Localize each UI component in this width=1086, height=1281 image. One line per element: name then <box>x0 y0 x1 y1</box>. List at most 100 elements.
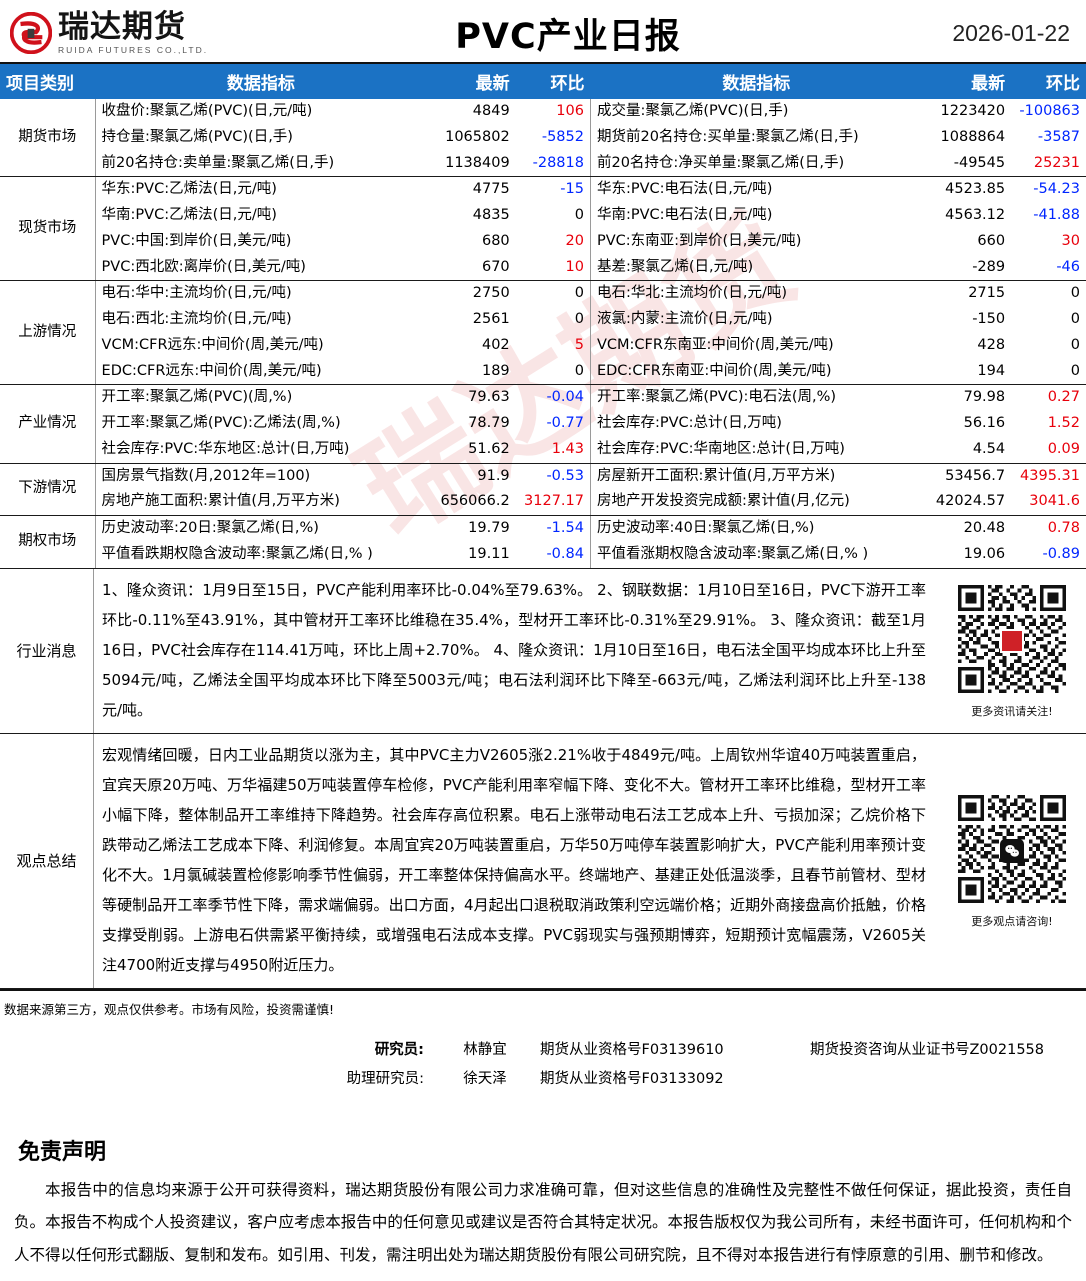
latest-value-left: 2750 <box>427 281 516 307</box>
indicator-name-right: 社会库存:PVC:华南地区:总计(日,万吨) <box>590 437 922 463</box>
assistant-researcher-row: 助理研究员: 徐天泽 期货从业资格号F03133092 <box>0 1065 1086 1094</box>
change-value-right: 0.27 <box>1011 385 1086 411</box>
researcher-cert-qualification: 期货从业资格号F03139610 <box>540 1036 810 1065</box>
pvc-data-table: 项目类别 数据指标 最新 环比 数据指标 最新 环比 期货市场收盘价:聚氯乙烯(… <box>0 62 1086 569</box>
change-value-right: 0 <box>1011 333 1086 359</box>
latest-value-right: 4563.12 <box>922 203 1011 229</box>
latest-value-right: 660 <box>922 229 1011 255</box>
indicator-name-right: 开工率:聚氯乙烯(PVC):电石法(周,%) <box>590 385 922 411</box>
row-category: 产业情况 <box>0 385 95 463</box>
latest-value-left: 4849 <box>427 99 516 125</box>
row-category: 上游情况 <box>0 281 95 385</box>
latest-value-left: 1065802 <box>427 125 516 151</box>
logo-company-name: 瑞达期货 <box>58 12 208 43</box>
change-value-left: -5852 <box>516 125 591 151</box>
indicator-name-right: PVC:东南亚:到岸价(日,美元/吨) <box>590 229 922 255</box>
qr-code-icon[interactable] <box>958 585 1066 698</box>
latest-value-right: 2715 <box>922 281 1011 307</box>
latest-value-left: 79.63 <box>427 385 516 411</box>
latest-value-right: -150 <box>922 307 1011 333</box>
indicator-name-left: 华东:PVC:乙烯法(日,元/吨) <box>95 177 427 203</box>
disclaimer-body: 本报告中的信息均来源于公开可获得资料，瑞达期货股份有限公司力求准确可靠，但对这些… <box>0 1174 1086 1281</box>
change-value-left: -0.04 <box>516 385 591 411</box>
change-value-right: 1.52 <box>1011 411 1086 437</box>
wechat-logo-badge <box>1000 839 1024 863</box>
change-value-left: -0.77 <box>516 411 591 437</box>
ruida-logo-icon <box>10 12 52 54</box>
indicator-name-right: 社会库存:PVC:总计(日,万吨) <box>590 411 922 437</box>
change-value-left: -28818 <box>516 151 591 177</box>
researcher-role: 研究员: <box>0 1036 430 1065</box>
row-category: 现货市场 <box>0 177 95 281</box>
change-value-left: 0 <box>516 203 591 229</box>
summary-qr-caption: 更多观点请咨询! <box>971 913 1052 929</box>
change-value-right: -54.23 <box>1011 177 1086 203</box>
indicator-name-right: 平值看涨期权隐含波动率:聚氯乙烯(日,% ) <box>590 542 922 568</box>
summary-qr-column: 更多观点请咨询! <box>938 734 1086 988</box>
latest-value-left: 680 <box>427 229 516 255</box>
latest-value-right: 1088864 <box>922 125 1011 151</box>
latest-value-left: 91.9 <box>427 463 516 489</box>
wechat-qr-code-icon[interactable] <box>958 795 1066 908</box>
indicator-name-right: 历史波动率:40日:聚氯乙烯(日,%) <box>590 516 922 542</box>
latest-value-right: 42024.57 <box>922 489 1011 515</box>
assistant-researcher-name: 徐天泽 <box>430 1065 540 1094</box>
latest-value-left: 78.79 <box>427 411 516 437</box>
column-header-category: 项目类别 <box>0 63 95 99</box>
latest-value-right: 19.06 <box>922 542 1011 568</box>
row-category: 下游情况 <box>0 463 95 516</box>
latest-value-left: 402 <box>427 333 516 359</box>
row-category: 期货市场 <box>0 99 95 177</box>
change-value-right: -0.89 <box>1011 542 1086 568</box>
indicator-name-left: 前20名持仓:卖单量:聚氯乙烯(日,手) <box>95 151 427 177</box>
latest-value-right: 428 <box>922 333 1011 359</box>
latest-value-right: 79.98 <box>922 385 1011 411</box>
indicator-name-left: 社会库存:PVC:华东地区:总计(日,万吨) <box>95 437 427 463</box>
change-value-left: 3127.17 <box>516 489 591 515</box>
change-value-right: 30 <box>1011 229 1086 255</box>
viewpoint-summary-label: 观点总结 <box>0 734 94 988</box>
column-header-latest-right: 最新 <box>922 63 1011 99</box>
indicator-name-left: 国房景气指数(月,2012年=100) <box>95 463 427 489</box>
indicator-name-right: 基差:聚氯乙烯(日,元/吨) <box>590 255 922 281</box>
indicator-name-left: 持仓量:聚氯乙烯(PVC)(日,手) <box>95 125 427 151</box>
column-header-change-right: 环比 <box>1011 63 1086 99</box>
change-value-right: 0 <box>1011 307 1086 333</box>
logo-company-name-en: RUIDA FUTURES CO.,LTD. <box>58 46 208 55</box>
indicator-name-right: 华东:PVC:电石法(日,元/吨) <box>590 177 922 203</box>
indicator-name-left: PVC:西北欧:离岸价(日,美元/吨) <box>95 255 427 281</box>
change-value-left: 5 <box>516 333 591 359</box>
latest-value-right: 4.54 <box>922 437 1011 463</box>
latest-value-left: 2561 <box>427 307 516 333</box>
change-value-right: 25231 <box>1011 151 1086 177</box>
latest-value-left: 51.62 <box>427 437 516 463</box>
change-value-left: 106 <box>516 99 591 125</box>
disclaimer-title: 免责声明 <box>18 1134 1086 1166</box>
latest-value-right: 1223420 <box>922 99 1011 125</box>
industry-news-section: 行业消息 1、隆众资讯：1月9日至15日，PVC产能利用率环比-0.04%至79… <box>0 569 1086 734</box>
viewpoint-summary-text: 宏观情绪回暖，日内工业品期货以涨为主，其中PVC主力V2605涨2.21%收于4… <box>94 734 938 988</box>
researcher-cert-advisory: 期货投资咨询从业证书号Z0021558 <box>810 1036 1044 1065</box>
change-value-left: 0 <box>516 359 591 385</box>
report-header: 瑞达期货 RUIDA FUTURES CO.,LTD. PVC产业日报 2026… <box>0 0 1086 62</box>
report-date: 2026-01-22 <box>866 20 1076 47</box>
change-value-right: 3041.6 <box>1011 489 1086 515</box>
change-value-right: -3587 <box>1011 125 1086 151</box>
indicator-name-left: 电石:西北:主流均价(日,元/吨) <box>95 307 427 333</box>
change-value-left: 1.43 <box>516 437 591 463</box>
latest-value-left: 19.11 <box>427 542 516 568</box>
viewpoint-summary-section: 观点总结 宏观情绪回暖，日内工业品期货以涨为主，其中PVC主力V2605涨2.2… <box>0 734 1086 989</box>
news-qr-caption: 更多资讯请关注! <box>971 703 1052 719</box>
